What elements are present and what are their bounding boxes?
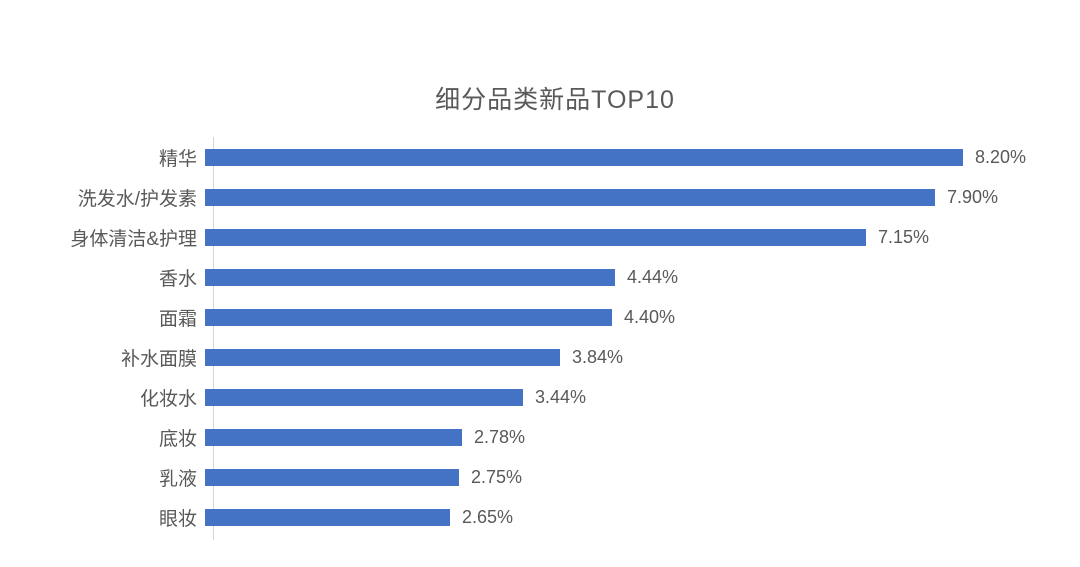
bar-row: 洗发水/护发素 7.90% xyxy=(0,177,1080,217)
y-axis-line xyxy=(213,137,214,540)
bar-row: 香水 4.44% xyxy=(0,257,1080,297)
bar xyxy=(205,148,963,166)
value-label: 2.65% xyxy=(462,506,514,527)
value-label: 7.15% xyxy=(878,226,930,247)
bar xyxy=(205,348,560,366)
bar xyxy=(205,228,866,246)
bar xyxy=(205,268,615,286)
bar-area: 8.20% xyxy=(205,137,1080,177)
category-label: 洗发水/护发素 xyxy=(77,188,197,210)
bar-row: 精华 8.20% xyxy=(0,137,1080,177)
bar-row: 化妆水 3.44% xyxy=(0,377,1080,417)
bar xyxy=(205,508,450,526)
bar-area: 2.78% xyxy=(205,417,1080,457)
value-label: 2.78% xyxy=(474,426,526,447)
bar xyxy=(205,428,462,446)
bar-area: 4.44% xyxy=(205,257,1080,297)
bar-area: 7.90% xyxy=(205,177,1080,217)
category-label: 眼妆 xyxy=(158,508,197,530)
bar-area: 7.15% xyxy=(205,217,1080,257)
value-label: 2.75% xyxy=(471,466,523,487)
category-label: 补水面膜 xyxy=(120,348,197,370)
bar-area: 3.84% xyxy=(205,337,1080,377)
bar-area: 2.65% xyxy=(205,497,1080,537)
value-label: 7.90% xyxy=(947,186,999,207)
bar xyxy=(205,388,523,406)
bar-row: 面霜 4.40% xyxy=(0,297,1080,337)
value-label: 4.44% xyxy=(627,266,679,287)
value-label: 3.84% xyxy=(572,346,624,367)
bar-row: 补水面膜 3.84% xyxy=(0,337,1080,377)
bar-row: 身体清洁&护理 7.15% xyxy=(0,217,1080,257)
plot-area: 精华 8.20% 洗发水/护发素 7.90% 身体清洁&护理 7.15% 香水 … xyxy=(0,137,1080,540)
value-label: 4.40% xyxy=(624,306,676,327)
category-label: 面霜 xyxy=(158,308,197,330)
category-label: 香水 xyxy=(158,268,197,290)
bar xyxy=(205,308,612,326)
value-label: 3.44% xyxy=(535,386,587,407)
category-label: 身体清洁&护理 xyxy=(70,228,197,250)
bar-row: 眼妆 2.65% xyxy=(0,497,1080,537)
bar xyxy=(205,188,935,206)
bar-row: 底妆 2.78% xyxy=(0,417,1080,457)
category-label: 化妆水 xyxy=(139,388,197,410)
category-label: 乳液 xyxy=(158,468,197,490)
bar-rows: 精华 8.20% 洗发水/护发素 7.90% 身体清洁&护理 7.15% 香水 … xyxy=(0,137,1080,537)
chart-title: 细分品类新品TOP10 xyxy=(435,86,675,114)
bar xyxy=(205,468,459,486)
value-label: 8.20% xyxy=(975,146,1027,167)
bar-row: 乳液 2.75% xyxy=(0,457,1080,497)
category-label: 精华 xyxy=(158,148,197,170)
bar-area: 4.40% xyxy=(205,297,1080,337)
bar-area: 3.44% xyxy=(205,377,1080,417)
bar-area: 2.75% xyxy=(205,457,1080,497)
category-label: 底妆 xyxy=(158,428,197,450)
